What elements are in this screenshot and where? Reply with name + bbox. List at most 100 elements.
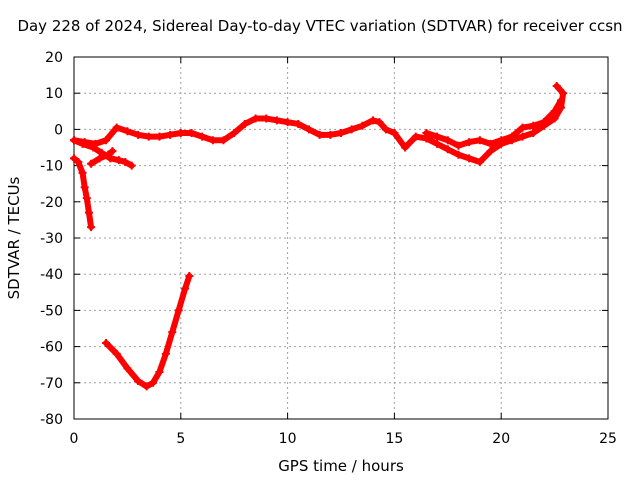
data-point — [102, 136, 111, 145]
data-point — [123, 364, 132, 373]
y-tick-label: -70 — [40, 376, 63, 392]
series-band — [88, 148, 116, 167]
data-point — [219, 136, 228, 145]
data-point — [87, 223, 96, 232]
data-point — [454, 141, 463, 150]
x-tick-label: 15 — [385, 431, 403, 447]
data-point — [375, 118, 384, 127]
data-point — [82, 194, 91, 203]
data-point — [166, 130, 175, 139]
data-point — [134, 130, 143, 139]
data-point — [272, 116, 281, 125]
data-point — [181, 284, 190, 293]
chart-title: Day 228 of 2024, Sidereal Day-to-day VTE… — [17, 17, 623, 35]
data-point — [443, 145, 452, 154]
data-point — [198, 132, 207, 141]
series-deep-curve — [102, 272, 194, 391]
data-point — [529, 121, 538, 130]
x-axis-label: GPS time / hours — [278, 457, 404, 475]
data-point — [155, 132, 164, 141]
series-short-branch-0-8-1-8h — [87, 147, 117, 168]
y-axis-label: SDTVAR / TECUs — [5, 176, 23, 300]
data-point — [149, 378, 158, 387]
data-point — [114, 156, 123, 165]
data-point — [168, 328, 177, 337]
data-point — [70, 154, 78, 163]
y-tick-label: -50 — [40, 303, 63, 319]
y-tick-label: -10 — [40, 159, 63, 175]
data-point — [174, 306, 183, 315]
axis-ticks: 20 10 0 -10 -20 -30 -40 -50 -60 -70 -80 0 5 10 15 20 25 — [40, 50, 617, 447]
data-point — [539, 118, 548, 127]
data-point — [78, 139, 87, 148]
data-point — [127, 161, 136, 170]
data-point — [475, 157, 484, 166]
y-tick-label: 10 — [45, 86, 63, 102]
data-point — [454, 150, 463, 159]
x-tick-label: 5 — [176, 431, 185, 447]
data-point — [465, 138, 474, 147]
data-point — [507, 132, 516, 141]
y-tick-label: -20 — [40, 195, 63, 211]
data-point — [208, 136, 217, 145]
x-tick-label: 10 — [279, 431, 297, 447]
data-point — [465, 154, 474, 163]
data-point — [337, 129, 345, 138]
data-point — [475, 136, 484, 145]
data-point — [80, 183, 89, 192]
data-point — [176, 129, 185, 138]
data-point — [518, 123, 527, 132]
data-point — [240, 119, 249, 128]
data-point — [70, 136, 78, 145]
data-point — [262, 114, 271, 123]
data-point — [369, 116, 378, 125]
data-point — [155, 367, 164, 376]
y-tick-label: 20 — [45, 50, 63, 66]
data-point — [112, 349, 121, 358]
data-point — [304, 125, 313, 134]
x-tick-label: 25 — [599, 431, 617, 447]
data-point — [486, 147, 495, 156]
data-point — [550, 107, 559, 116]
data-point — [557, 96, 566, 105]
data-point — [112, 123, 121, 132]
data-point — [87, 159, 96, 168]
data-point — [89, 143, 98, 152]
data-point — [529, 129, 538, 138]
data-point — [294, 119, 303, 128]
data-point — [251, 114, 260, 123]
data-point — [102, 338, 111, 347]
data-point — [486, 139, 495, 148]
y-tick-label: -40 — [40, 267, 63, 283]
data-point — [422, 129, 431, 138]
data-point — [559, 89, 568, 98]
data-point — [518, 132, 527, 141]
data-point — [104, 150, 113, 159]
data-point — [358, 121, 367, 130]
data-point — [433, 139, 442, 148]
series-band — [103, 273, 193, 390]
data-point — [144, 132, 153, 141]
y-tick-label: -80 — [40, 412, 63, 428]
data-point — [411, 132, 420, 141]
data-point — [84, 208, 93, 217]
series-fast-drop — [70, 154, 96, 232]
data-point — [230, 129, 239, 138]
data-point — [187, 129, 196, 138]
data-point — [123, 127, 132, 136]
y-tick-label: -60 — [40, 340, 63, 356]
data-point — [347, 125, 356, 134]
data-point — [497, 136, 506, 145]
data-point — [401, 143, 410, 152]
data-point — [381, 125, 390, 134]
data-point — [326, 130, 335, 139]
data-point — [78, 168, 87, 177]
data-point — [315, 130, 324, 139]
data-point — [433, 132, 442, 141]
data-series — [70, 81, 568, 391]
y-tick-label: -30 — [40, 231, 63, 247]
data-point — [185, 272, 194, 281]
data-point — [142, 382, 151, 391]
data-point — [108, 147, 117, 156]
